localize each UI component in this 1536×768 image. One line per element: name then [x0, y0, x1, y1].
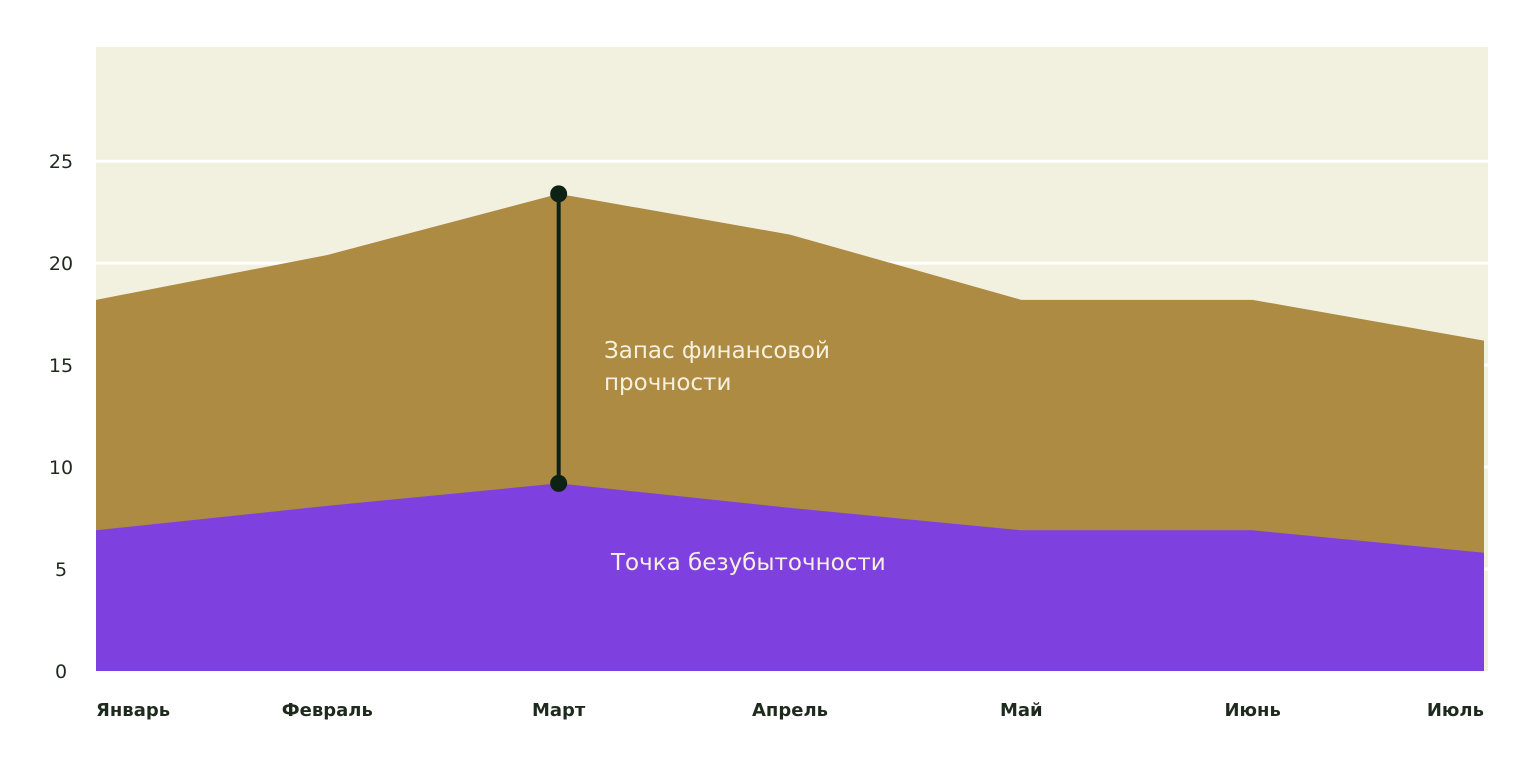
annotation-margin-line-1: Запас финансовой: [604, 338, 830, 364]
area-breakeven: [96, 483, 1484, 671]
x-tick-label: Июнь: [1224, 700, 1280, 721]
x-tick-label: Февраль: [282, 700, 373, 721]
y-axis-ticks: 0 5 10 15 20 25: [49, 151, 73, 683]
x-tick-label: Март: [532, 700, 586, 721]
y-tick-label: 25: [49, 151, 73, 173]
y-tick-label: 20: [49, 253, 73, 275]
annotation-breakeven: Точка безубыточности: [610, 550, 886, 576]
y-tick-label: 15: [49, 355, 73, 377]
x-tick-label: Май: [1000, 700, 1043, 721]
annotation-margin-line-2: прочности: [604, 370, 731, 396]
x-tick-label: Апрель: [752, 700, 828, 721]
y-tick-label: 10: [49, 457, 73, 479]
x-axis-ticks: Январь Февраль Март Апрель Май Июнь Июль: [96, 700, 1484, 721]
y-tick-label: 5: [55, 559, 67, 581]
margin-marker-bottom-point: [550, 474, 568, 492]
margin-marker-top-point: [550, 185, 568, 203]
y-tick-label: 0: [55, 661, 67, 683]
x-tick-label: Январь: [96, 700, 170, 721]
x-tick-label: Июль: [1427, 700, 1484, 721]
